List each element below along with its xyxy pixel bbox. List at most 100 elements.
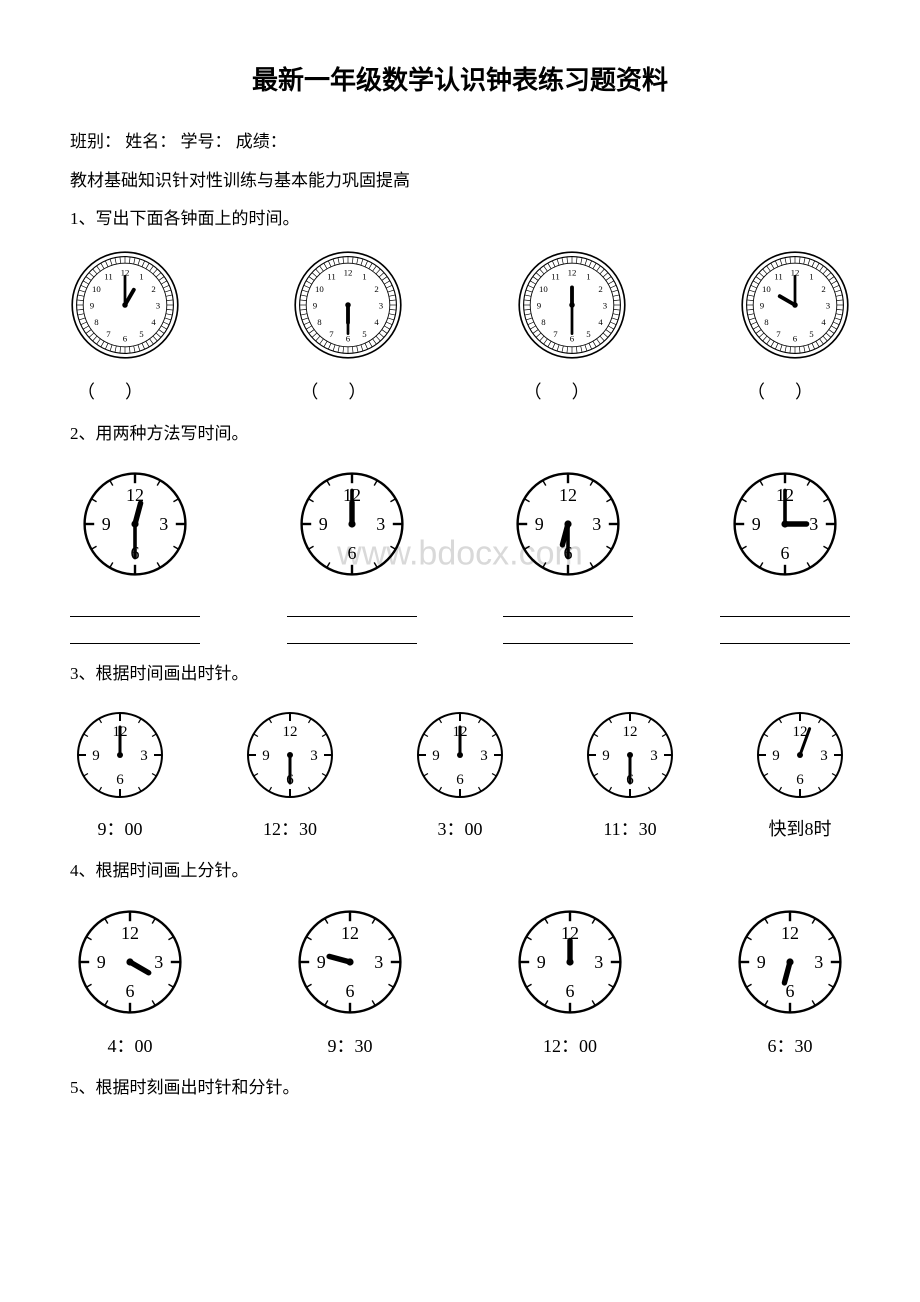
svg-text:12: 12 [121,923,139,943]
answer-lines [287,590,417,644]
svg-text:9: 9 [760,300,765,310]
svg-text:3: 3 [826,300,831,310]
svg-text:10: 10 [92,284,101,294]
answer-paren: （） [524,378,620,404]
svg-text:4: 4 [598,317,603,327]
svg-text:1: 1 [139,272,143,282]
time-label: 12：30 [263,815,317,841]
q2-row: 12369123691236912369 [70,464,850,644]
svg-text:9: 9 [313,300,318,310]
svg-text:12: 12 [344,267,353,277]
svg-text:9: 9 [752,514,761,534]
clock-item: 123456789101112（） [70,250,180,404]
svg-text:2: 2 [821,284,825,294]
svg-text:7: 7 [553,329,558,339]
svg-text:9: 9 [536,300,541,310]
svg-text:5: 5 [809,329,814,339]
q2-wrapper: www.bdocx.com 12369123691236912369 [70,464,850,644]
svg-text:11: 11 [551,272,559,282]
clock-item: 123456789101112（） [517,250,627,404]
svg-text:10: 10 [762,284,771,294]
clock-item: 12369 [503,464,633,644]
time-label: 12：00 [543,1032,597,1058]
svg-text:6: 6 [566,980,575,1000]
clock-item: 123693：00 [410,705,510,841]
svg-text:9: 9 [92,748,100,764]
svg-text:9: 9 [772,748,780,764]
svg-text:6: 6 [126,980,135,1000]
q1-row: 123456789101112（）123456789101112（）123456… [70,250,850,404]
answer-lines [720,590,850,644]
svg-text:3: 3 [809,514,818,534]
clock-item: 12369 [70,464,200,644]
svg-text:7: 7 [106,329,111,339]
svg-text:1: 1 [809,272,813,282]
svg-text:3: 3 [376,514,385,534]
svg-text:7: 7 [776,329,781,339]
time-label: 9：00 [98,815,143,841]
q2-prompt: 2、用两种方法写时间。 [70,419,850,450]
answer-lines [70,590,200,644]
svg-text:4: 4 [821,317,826,327]
svg-text:6: 6 [456,772,464,788]
svg-text:12: 12 [559,486,577,506]
svg-text:5: 5 [363,329,368,339]
svg-text:12: 12 [283,724,298,740]
svg-text:10: 10 [315,284,324,294]
q3-row: 123699：001236912：30123693：001236911：3012… [70,705,850,841]
svg-text:9: 9 [602,748,610,764]
svg-text:9: 9 [535,514,544,534]
svg-text:3: 3 [379,300,384,310]
svg-text:3: 3 [650,748,658,764]
svg-text:9: 9 [318,514,327,534]
answer-paren: （） [77,378,173,404]
answer-paren: （） [300,378,396,404]
svg-text:3: 3 [814,952,823,972]
clock-item: 123696：30 [730,902,850,1058]
clock-item: 1236912：30 [240,705,340,841]
svg-text:4: 4 [151,317,156,327]
clock-item: 12369 [287,464,417,644]
time-label: 快到8时 [769,815,832,841]
clock-item: 12369 [720,464,850,644]
svg-text:9: 9 [317,952,326,972]
time-label: 3：00 [438,815,483,841]
svg-text:12: 12 [623,724,638,740]
svg-text:2: 2 [598,284,602,294]
svg-text:3: 3 [820,748,828,764]
svg-text:11: 11 [328,272,336,282]
svg-text:1: 1 [363,272,367,282]
svg-text:3: 3 [156,300,161,310]
clock-item: 123456789101112（） [740,250,850,404]
subheader: 教材基础知识针对性训练与基本能力巩固提高 [70,166,850,197]
svg-text:6: 6 [796,772,804,788]
svg-text:6: 6 [793,333,798,343]
answer-paren: （） [747,378,843,404]
clock-item: 123699：30 [290,902,410,1058]
svg-text:12: 12 [781,923,799,943]
q4-row: 123694：00123699：301236912：00123696：30 [70,902,850,1058]
clock-item: 1236912：00 [510,902,630,1058]
time-label: 4：00 [108,1032,153,1058]
svg-text:5: 5 [586,329,591,339]
svg-text:6: 6 [346,980,355,1000]
clock-item: 123456789101112（） [293,250,403,404]
svg-text:3: 3 [374,952,383,972]
svg-text:3: 3 [593,514,602,534]
svg-text:3: 3 [154,952,163,972]
svg-text:2: 2 [375,284,379,294]
clock-item: 123699：00 [70,705,170,841]
svg-text:10: 10 [539,284,548,294]
svg-text:1: 1 [586,272,590,282]
svg-text:3: 3 [310,748,318,764]
clock-item: 12 369 4：00 [70,902,190,1058]
clock-item: 1236911：30 [580,705,680,841]
time-label: 9：30 [328,1032,373,1058]
svg-text:9: 9 [97,952,106,972]
q3-prompt: 3、根据时间画出时针。 [70,659,850,690]
svg-text:3: 3 [140,748,148,764]
svg-text:6: 6 [123,333,128,343]
svg-text:4: 4 [375,317,380,327]
svg-text:9: 9 [102,514,111,534]
svg-text:3: 3 [602,300,607,310]
